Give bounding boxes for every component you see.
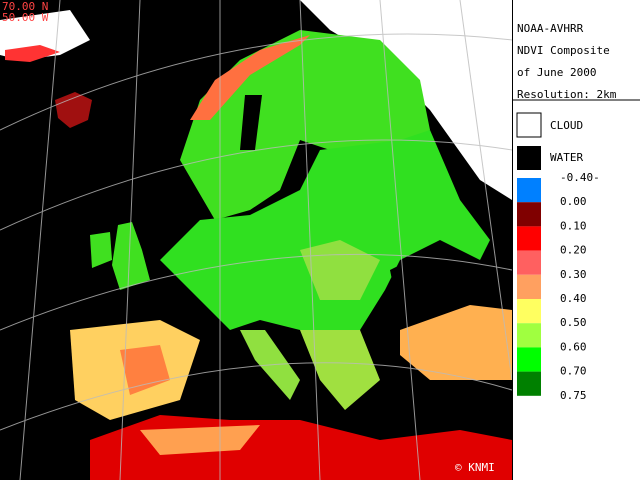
cloud-label: CLOUD	[550, 119, 583, 132]
info-line: of June 2000	[517, 66, 596, 79]
scale-label: 0.70	[560, 365, 587, 378]
scale-swatch	[517, 250, 541, 275]
scale-label: 0.10	[560, 219, 587, 232]
scale-label: 0.75	[560, 389, 587, 402]
scale-label: -0.40-	[560, 171, 600, 184]
lat-label: 70.00 N	[2, 0, 48, 13]
scale-label: 0.30	[560, 268, 587, 281]
scale-label: 0.50	[560, 316, 587, 329]
scale-swatch	[517, 226, 541, 251]
legend: NOAA-AVHRR NDVI Composite of June 2000 Reso…	[512, 0, 640, 480]
lon-label: 50.00 W	[2, 11, 49, 24]
credit: © KNMI	[455, 461, 495, 474]
scale-label: 0.00	[560, 195, 587, 208]
info-line: Resolution: 2km	[517, 88, 617, 101]
info-line: NOAA-AVHRR	[517, 22, 584, 35]
scale-label: 0.60	[560, 340, 587, 353]
scale-label: 0.40	[560, 292, 587, 305]
scale-swatch	[517, 178, 541, 203]
cloud-swatch	[516, 112, 542, 138]
water-swatch	[517, 146, 541, 170]
map: 70.00 N 50.00 W © KNMI	[0, 0, 513, 480]
scale-swatch	[517, 274, 541, 299]
scale-swatch	[517, 202, 541, 227]
scale-swatch	[517, 323, 541, 348]
water-label: WATER	[550, 151, 583, 164]
scale-swatch	[517, 347, 541, 372]
scale-label: 0.20	[560, 244, 587, 257]
scale-swatch	[517, 371, 541, 396]
info-line: NDVI Composite	[517, 44, 610, 57]
scale-swatch	[517, 299, 541, 324]
